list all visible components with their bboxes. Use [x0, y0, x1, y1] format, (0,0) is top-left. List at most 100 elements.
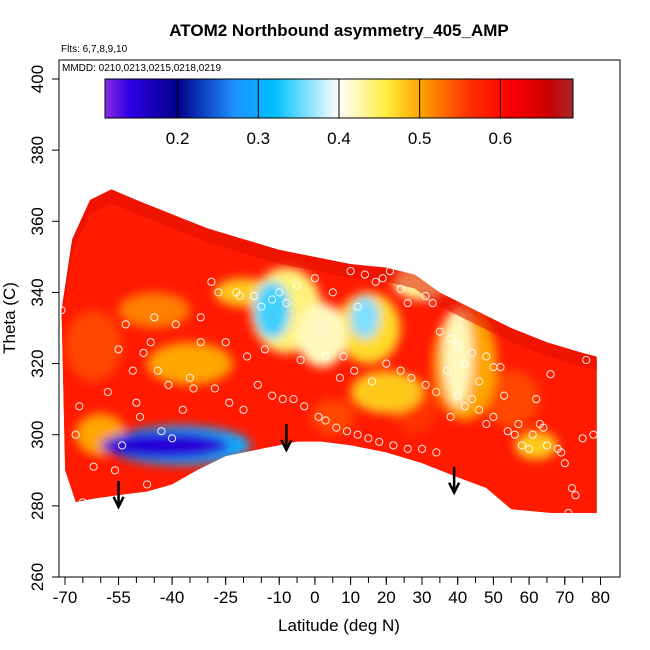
- y-axis-label: Theta (C): [0, 282, 19, 354]
- observation-point: [453, 341, 462, 350]
- observation-point: [532, 395, 541, 404]
- observation-point: [375, 437, 384, 446]
- observation-point: [71, 430, 80, 439]
- observation-point: [153, 366, 162, 375]
- colorbar-tick-label: 0.2: [166, 129, 190, 148]
- observation-point: [178, 405, 187, 414]
- observation-point: [300, 402, 309, 411]
- heatmap-edge-band: [172, 214, 208, 243]
- x-tick-label: -25: [213, 588, 238, 607]
- heatmap-edge-band: [207, 228, 244, 254]
- observation-point: [64, 217, 73, 226]
- observation-point: [353, 430, 362, 439]
- x-tick-label: 50: [484, 588, 503, 607]
- heatmap-blob: [350, 370, 422, 414]
- observation-point: [235, 291, 244, 301]
- observation-point: [414, 267, 423, 276]
- heatmap-blob: [482, 370, 540, 428]
- heatmap-edge-band: [475, 310, 512, 342]
- observation-point: [310, 274, 319, 283]
- x-tick-label: 80: [591, 588, 610, 607]
- observation-point: [578, 434, 587, 443]
- y-tick-label: 380: [28, 136, 47, 164]
- y-tick-label: 280: [28, 492, 47, 520]
- observation-point: [157, 427, 166, 436]
- observation-point: [321, 416, 330, 425]
- x-tick-label: -10: [267, 588, 292, 607]
- observation-point: [317, 323, 327, 333]
- observation-point: [189, 384, 198, 393]
- observation-point: [396, 366, 405, 375]
- observation-point: [382, 359, 391, 368]
- observation-point: [503, 427, 512, 436]
- observation-point: [407, 373, 416, 382]
- colorbar-ticks: 0.2 0.3 0.4 0.5 0.6: [166, 79, 512, 148]
- x-axis-label: Latitude (deg N): [278, 616, 400, 635]
- arrows: [112, 424, 461, 510]
- observation-point: [517, 441, 527, 450]
- observation-point: [110, 466, 120, 475]
- observation-point: [435, 327, 444, 336]
- observation-point: [467, 348, 477, 357]
- colorbar-tick-label: 0.6: [489, 129, 513, 148]
- observation-point: [292, 281, 302, 290]
- observation-point: [214, 288, 223, 297]
- x-tick-label: -70: [53, 588, 78, 607]
- heatmap-edge-band: [314, 256, 351, 278]
- colorbar-tick-label: 0.5: [408, 129, 432, 148]
- observation-point: [442, 366, 452, 375]
- observation-point: [582, 355, 591, 365]
- observation-point: [275, 288, 284, 297]
- observation-point: [289, 395, 298, 404]
- observation-point: [257, 302, 266, 311]
- observation-point: [482, 419, 491, 429]
- observation-point: [89, 462, 98, 471]
- observation-point: [460, 402, 469, 411]
- observation-point: [321, 352, 330, 361]
- observation-point: [146, 338, 155, 347]
- arrow-head: [280, 439, 293, 453]
- observation-point: [171, 320, 180, 329]
- observation-point: [514, 419, 523, 429]
- observation-point: [403, 299, 412, 308]
- plot-frame: [58, 59, 621, 578]
- observation-point: [328, 288, 337, 297]
- down-arrow-icon: [280, 424, 293, 453]
- observation-point: [482, 352, 491, 361]
- observation-point: [346, 267, 355, 276]
- heatmap-edge-band: [511, 328, 547, 357]
- observation-point: [350, 366, 359, 375]
- heatmap-blob: [297, 303, 347, 368]
- x-tick-label: 60: [520, 588, 539, 607]
- y-tick-label: 300: [28, 421, 47, 449]
- observation-point: [421, 291, 430, 301]
- observation-point: [196, 313, 205, 322]
- observation-point: [210, 384, 219, 393]
- observation-point: [121, 320, 130, 329]
- observation-point: [342, 427, 352, 436]
- arrow-head: [448, 482, 461, 496]
- observation-point: [525, 444, 534, 453]
- chart-title: ATOM2 Northbound asymmetry_405_AMP: [169, 21, 508, 40]
- observation-point: [268, 295, 277, 304]
- observation-point: [557, 448, 566, 457]
- y-tick-label: 400: [28, 65, 47, 93]
- observation-point: [150, 313, 159, 322]
- observation-point: [403, 444, 412, 453]
- heatmap-blob: [100, 431, 230, 460]
- dates-annotation: MMDD: 0210,0213,0215,0218,0219: [62, 63, 221, 74]
- observation-point: [371, 277, 380, 286]
- observation-point: [103, 387, 112, 397]
- observation-point: [596, 352, 605, 361]
- observation-point: [114, 345, 123, 354]
- observation-point: [221, 338, 230, 347]
- observation-point: [243, 352, 252, 361]
- observation-point: [389, 441, 398, 450]
- observation-point: [446, 412, 455, 421]
- observation-point: [250, 291, 259, 301]
- observation-point: [396, 284, 405, 293]
- observation-point: [567, 484, 577, 493]
- observation-point: [332, 423, 341, 432]
- x-tick-label: 70: [555, 588, 574, 607]
- observation-point: [253, 380, 262, 389]
